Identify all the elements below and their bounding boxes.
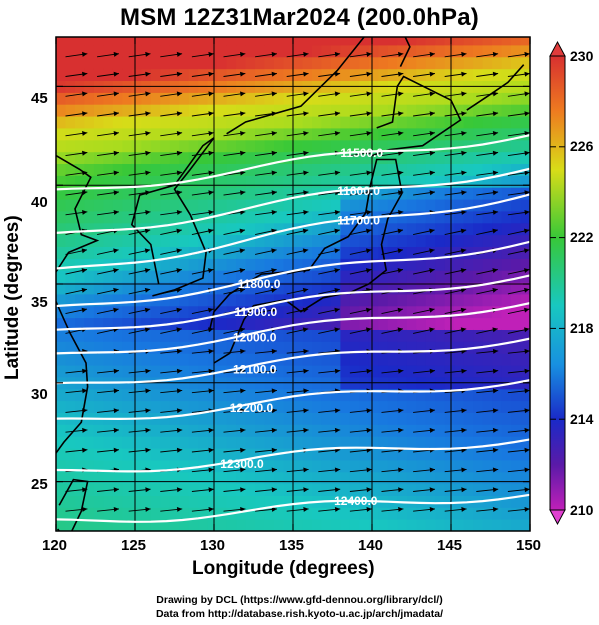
x-tick-label-135: 135 <box>279 537 305 554</box>
y-tick-label-40: 40 <box>31 194 48 211</box>
colorbar-label-226: 226 <box>570 138 594 154</box>
height-contours: 11500.0 11600.0 11700.0 11800.0 11900.0 12000… <box>56 134 530 523</box>
y-axis-label: Latitude (degrees) <box>2 215 23 380</box>
colorbar-gradient <box>549 55 566 511</box>
wind-vectors <box>65 51 530 512</box>
x-axis-label: Longitude (degrees) <box>192 558 375 579</box>
contour-line <box>56 193 530 270</box>
credit-data: Data from http://database.rish.kyoto-u.a… <box>155 608 444 620</box>
contour-label: 11800.0 <box>238 277 281 291</box>
contour-label: 12000.0 <box>233 331 277 345</box>
colorbar-label-230: 230 <box>570 48 594 64</box>
contour-line <box>56 167 530 234</box>
contour-label: 12200.0 <box>230 401 274 415</box>
contour-label: 11500.0 <box>340 146 383 160</box>
colorbar-label-210: 210 <box>570 502 594 518</box>
contour-label: 11700.0 <box>337 214 380 228</box>
contour-line <box>56 274 530 331</box>
y-ticks <box>56 85 530 483</box>
x-tick-label-140: 140 <box>358 537 384 554</box>
colorbar <box>549 40 566 526</box>
colorbar-label-218: 218 <box>570 320 594 336</box>
colorbar-bottom-arrow <box>549 509 566 526</box>
y-tick-label-30: 30 <box>31 386 48 403</box>
contour-line <box>56 134 530 191</box>
colorbar-top-arrow <box>549 40 566 57</box>
contour-label: 12100.0 <box>233 363 277 377</box>
x-tick-label-145: 145 <box>437 537 463 554</box>
contour-line <box>56 240 530 308</box>
contour-label: 11600.0 <box>337 184 380 198</box>
x-tick-label-125: 125 <box>121 537 147 554</box>
contour-label: 11900.0 <box>235 305 278 319</box>
contour-line <box>56 302 530 355</box>
contour-line <box>56 438 530 473</box>
contour-line <box>56 493 530 523</box>
contour-label: 12400.0 <box>334 494 378 508</box>
contour-line <box>56 337 530 385</box>
contour-label: 12300.0 <box>220 457 264 471</box>
y-tick-label-25: 25 <box>31 476 48 493</box>
credit-drawing: Drawing by DCL (https://www.gfd-dennou.o… <box>156 594 443 606</box>
y-tick-label-45: 45 <box>31 90 48 107</box>
colorbar-label-214: 214 <box>570 411 594 427</box>
y-tick-label-35: 35 <box>31 294 48 311</box>
x-ticks <box>55 37 531 531</box>
colorbar-label-222: 222 <box>570 229 594 245</box>
contour-line <box>56 379 530 421</box>
x-tick-label-120: 120 <box>42 537 68 554</box>
map-title: MSM 12Z31Mar2024 (200.0hPa) <box>120 4 479 31</box>
x-tick-label-130: 130 <box>200 537 226 554</box>
x-tick-label-150: 150 <box>516 537 542 554</box>
